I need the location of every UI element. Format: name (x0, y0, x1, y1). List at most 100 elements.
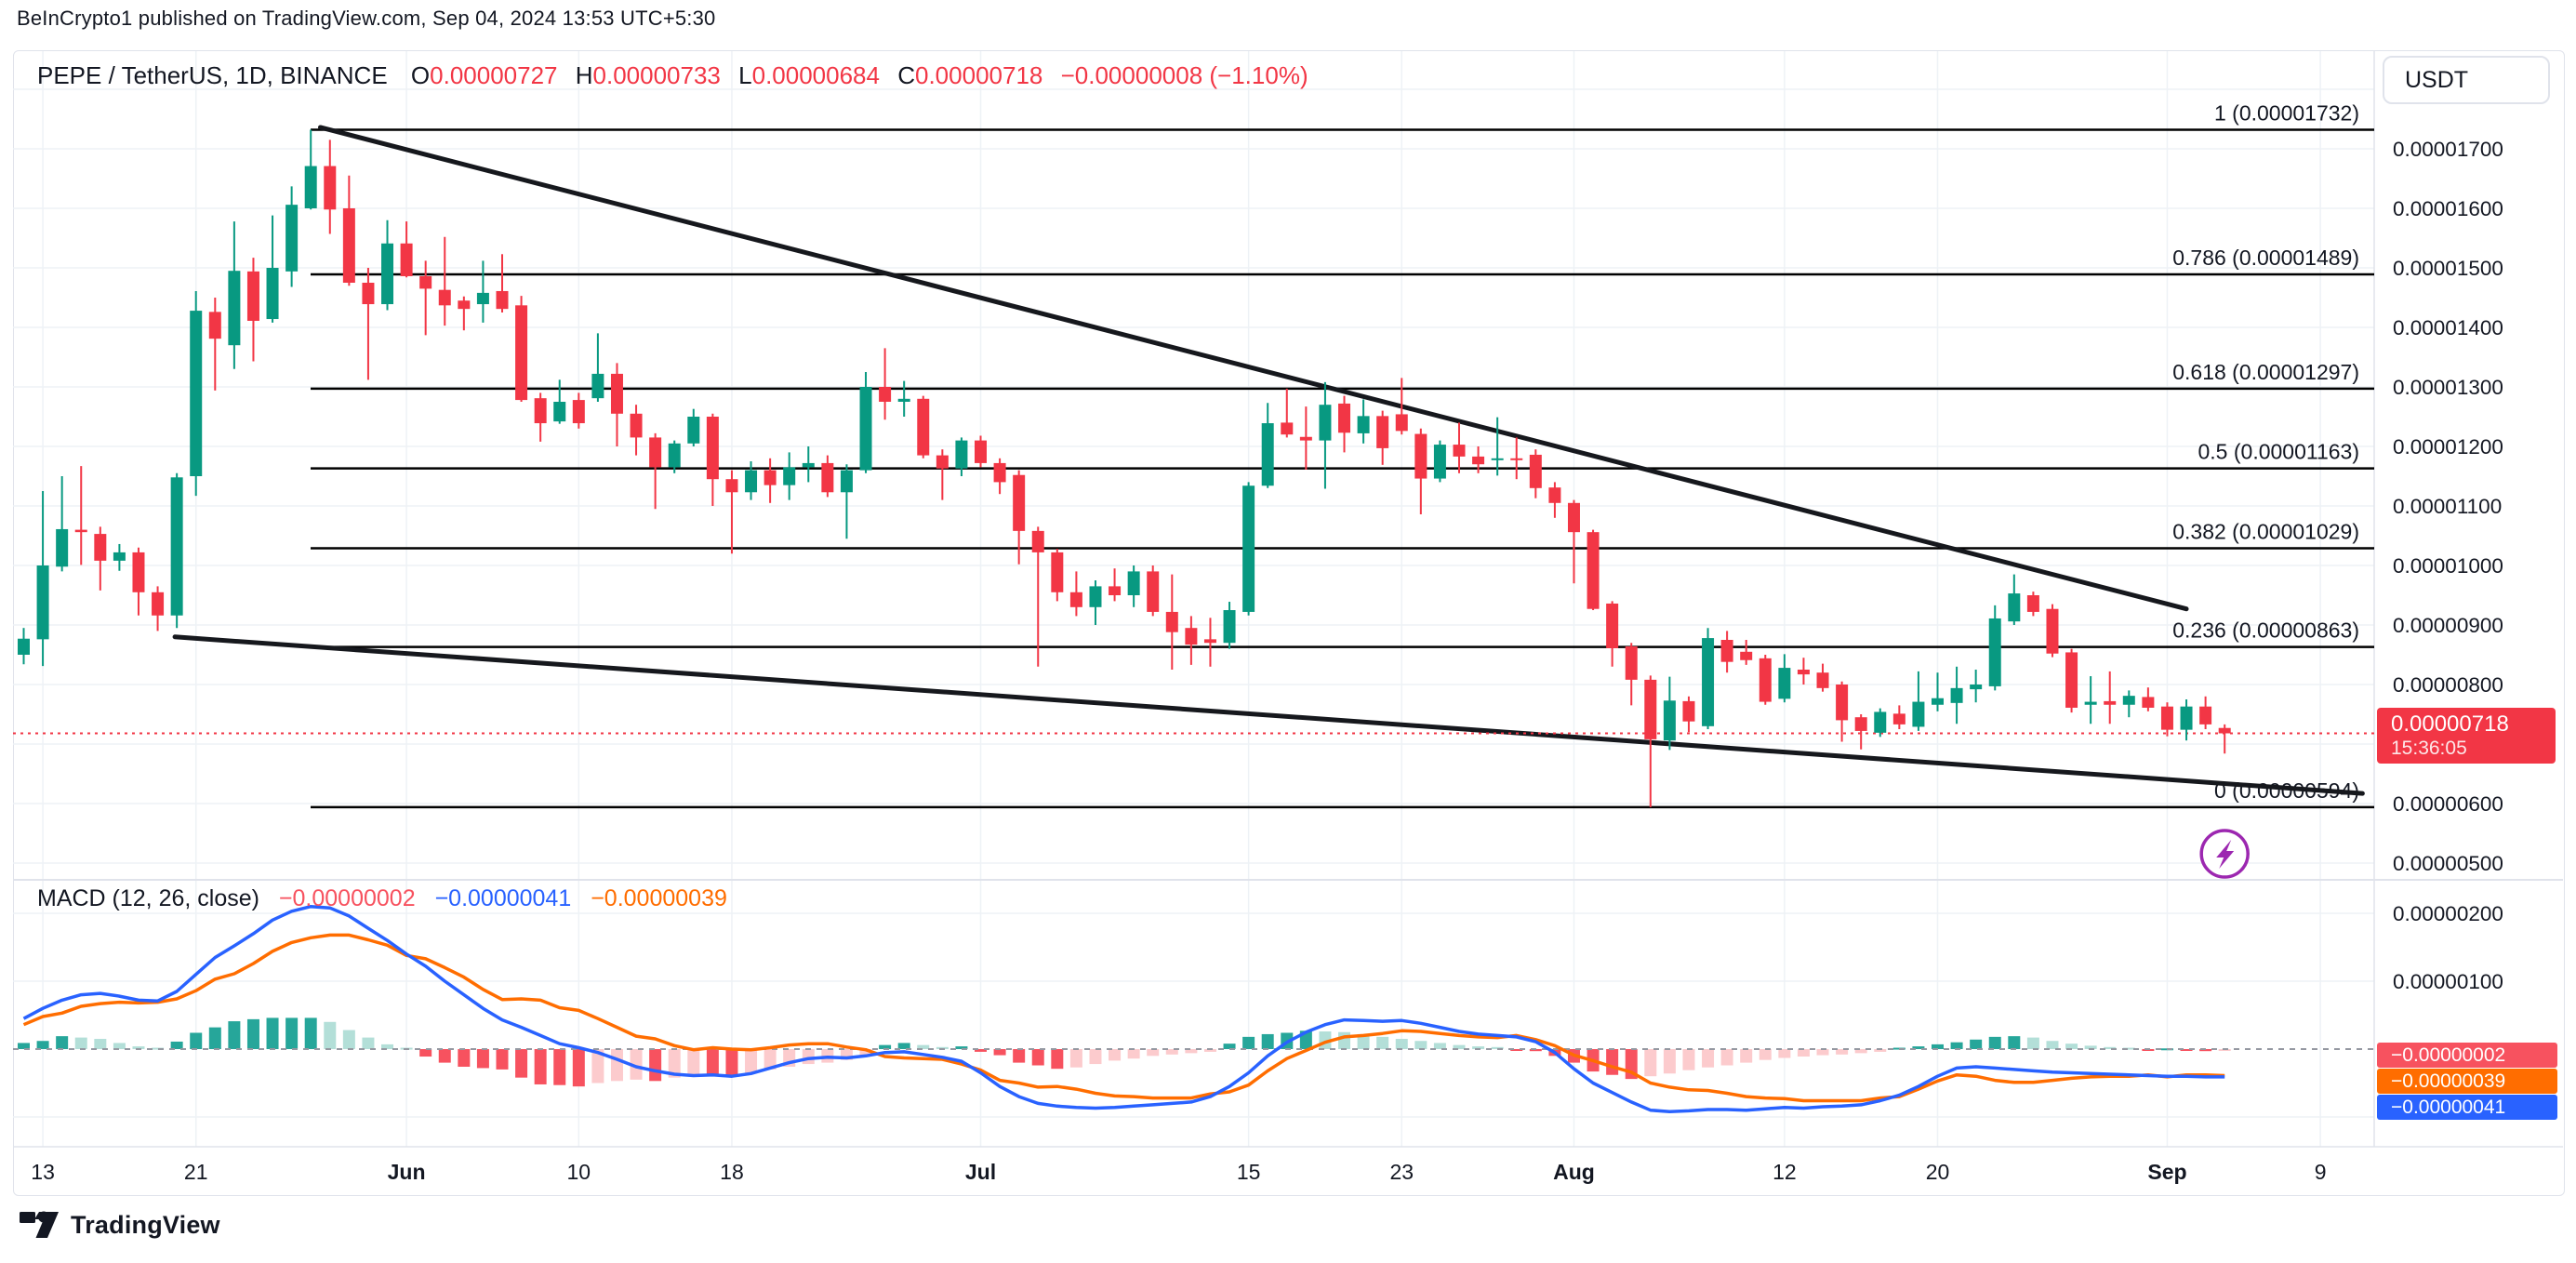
macd-histogram-bar (630, 1049, 643, 1080)
candle (1051, 552, 1064, 592)
macd-histogram-bar (496, 1049, 509, 1070)
price-axis-label: 0.00000500 (2393, 852, 2503, 875)
candle (1261, 423, 1274, 486)
candle (706, 417, 719, 480)
macd-label[interactable]: MACD (12, 26, close) (37, 885, 259, 911)
gridlines (13, 51, 2374, 1147)
macd-signal-badge: −0.00000039 (2377, 1069, 2557, 1094)
fib-label: 0.618 (0.00001297) (2172, 360, 2359, 384)
macd-histogram-bar (1031, 1049, 1044, 1066)
candle (342, 208, 355, 283)
macd-histogram-bar (879, 1044, 892, 1049)
candle (1970, 685, 1983, 690)
candle (18, 638, 30, 655)
candle (1281, 422, 1294, 435)
candle (74, 529, 87, 533)
candle (1109, 586, 1122, 595)
candle (2122, 696, 2135, 705)
candle (668, 443, 681, 468)
time-axis-label: 18 (720, 1160, 744, 1184)
macd-histogram-bar (18, 1043, 30, 1049)
fib-retracement-lines (311, 128, 2374, 809)
candle (1433, 445, 1446, 479)
time-axis-labels[interactable]: 13 21 Jun 10 18 Jul 15 23 Aug 12 20 Sep 9 (31, 1160, 2326, 1184)
macd-histogram-bar (362, 1037, 375, 1049)
fib-label: 0.382 (0.00001029) (2172, 519, 2359, 543)
high-label: H (575, 61, 593, 89)
candle (1376, 416, 1389, 448)
macd-axis-label: 0.00000200 (2393, 902, 2503, 925)
macd-hist-value: −0.00000002 (278, 885, 416, 911)
candle (1663, 700, 1676, 741)
fib-label: 0.786 (0.00001489) (2172, 246, 2359, 270)
lightning-icon[interactable] (2199, 829, 2250, 879)
candle (2008, 593, 2021, 622)
macd-histogram-bar (1185, 1049, 1198, 1054)
candle (879, 387, 892, 402)
macd-histogram-bar (1816, 1049, 1829, 1056)
candle (859, 387, 872, 471)
candle (1892, 713, 1905, 725)
price-axis-labels[interactable]: 0.00001700 0.00001600 0.00001500 0.00001400… (2393, 138, 2503, 875)
candle (324, 166, 337, 210)
time-axis-label: 21 (184, 1160, 208, 1184)
macd-histogram-bar (285, 1017, 299, 1049)
candle (1950, 687, 1963, 703)
macd-signal-line (22, 933, 2225, 1103)
candle (1510, 458, 1523, 460)
open-label: O (410, 61, 431, 89)
tradingview-footer[interactable]: TradingView (19, 1205, 220, 1244)
candle (1491, 458, 1504, 460)
signal-line-layer (22, 933, 2225, 1103)
time-axis-label: 10 (567, 1160, 591, 1184)
candle (1031, 530, 1044, 552)
candle (897, 398, 910, 402)
macd-histogram-bar (1663, 1049, 1676, 1074)
macd-histogram-bar (56, 1036, 69, 1049)
candle (1759, 658, 1772, 702)
macd-histogram-bar (170, 1041, 183, 1049)
macd-histogram-bar (2122, 1047, 2135, 1050)
currency-toggle-button[interactable]: USDT (2383, 56, 2550, 104)
macd-histogram-bar (1529, 1049, 1542, 1052)
candle (496, 290, 509, 310)
fib-label: 0.236 (0.00000863) (2172, 618, 2359, 643)
currency-toggle-label: USDT (2405, 66, 2469, 93)
macd-histogram-bar (2084, 1045, 2097, 1049)
macd-line-badge: −0.00000041 (2377, 1095, 2557, 1120)
symbol-name[interactable]: PEPE / TetherUS, 1D, BINANCE (37, 61, 388, 89)
candle (1319, 405, 1332, 441)
macd-histogram-bar (668, 1049, 681, 1078)
candle (190, 311, 203, 476)
macd-histogram-bar (419, 1049, 432, 1057)
candle (917, 398, 930, 456)
macd-histogram-bar (725, 1049, 738, 1077)
macd-histogram-bar (152, 1047, 165, 1050)
macd-histogram-bar (438, 1049, 451, 1063)
macd-histogram-bar (897, 1043, 910, 1049)
macd-histogram-bar (1740, 1049, 1753, 1063)
candle (1644, 679, 1657, 739)
macd-histogram-bar (917, 1044, 930, 1049)
macd-histogram-bar (2180, 1049, 2193, 1051)
macd-axis-labels[interactable]: 0.00000200 0.00000100 (2393, 902, 2503, 993)
candle (955, 440, 968, 469)
macd-indicator-row: MACD (12, 26, close) −0.00000002 −0.0000… (37, 885, 727, 912)
macd-histogram-bar (1720, 1049, 1733, 1066)
time-axis-label: Jul (965, 1160, 996, 1184)
candle (1338, 403, 1351, 433)
tradingview-logo-icon (20, 1211, 59, 1238)
macd-histogram-bar (1912, 1046, 1925, 1049)
macd-histogram-bar (342, 1030, 355, 1049)
candle (1165, 611, 1178, 632)
macd-histogram-bar (2104, 1046, 2117, 1049)
macd-histogram-bar (553, 1049, 566, 1085)
macd-histogram-bar (1357, 1033, 1370, 1049)
macd-histogram-bar (1338, 1031, 1351, 1049)
candle (1147, 571, 1160, 612)
candle (1740, 651, 1753, 660)
macd-histogram-bar (1988, 1036, 2001, 1049)
macd-axis-label: 0.00000100 (2393, 970, 2503, 993)
macd-histogram-bar (1203, 1049, 1216, 1052)
